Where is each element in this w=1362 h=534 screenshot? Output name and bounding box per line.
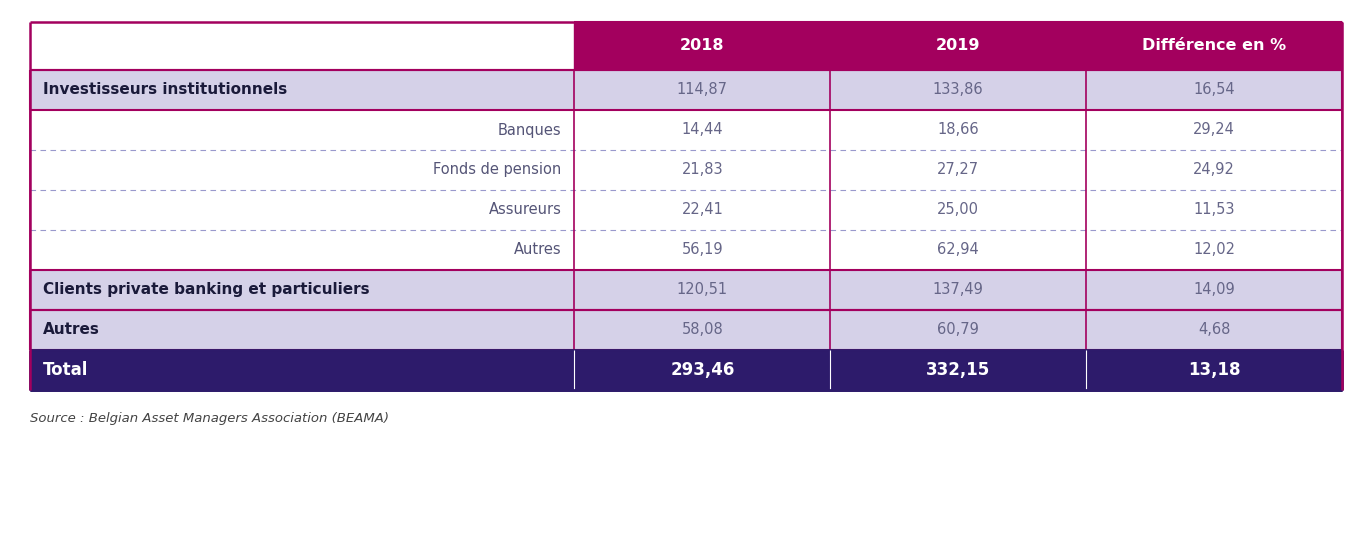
Text: 21,83: 21,83 — [681, 162, 723, 177]
Bar — [831, 22, 1086, 70]
Text: 137,49: 137,49 — [933, 282, 983, 297]
Text: 18,66: 18,66 — [937, 122, 979, 137]
Bar — [575, 22, 831, 70]
Text: 25,00: 25,00 — [937, 202, 979, 217]
Text: 60,79: 60,79 — [937, 323, 979, 337]
Text: 2018: 2018 — [680, 38, 725, 53]
Text: 2019: 2019 — [936, 38, 981, 53]
Text: 62,94: 62,94 — [937, 242, 979, 257]
Text: Investisseurs institutionnels: Investisseurs institutionnels — [44, 82, 287, 98]
Text: 120,51: 120,51 — [677, 282, 727, 297]
Text: Autres: Autres — [44, 323, 99, 337]
Text: 16,54: 16,54 — [1193, 82, 1235, 98]
Text: 293,46: 293,46 — [670, 361, 734, 379]
Text: 12,02: 12,02 — [1193, 242, 1235, 257]
Text: Clients private banking et particuliers: Clients private banking et particuliers — [44, 282, 369, 297]
Text: Source : Belgian Asset Managers Association (BEAMA): Source : Belgian Asset Managers Associat… — [30, 412, 390, 425]
Bar — [30, 310, 1342, 350]
Bar — [30, 22, 575, 70]
Bar — [30, 190, 1342, 230]
Bar — [30, 110, 1342, 150]
Text: 29,24: 29,24 — [1193, 122, 1235, 137]
Text: 56,19: 56,19 — [681, 242, 723, 257]
Text: Banques: Banques — [498, 122, 561, 137]
Text: 11,53: 11,53 — [1193, 202, 1235, 217]
Text: Fonds de pension: Fonds de pension — [433, 162, 561, 177]
Text: 22,41: 22,41 — [681, 202, 723, 217]
Text: 58,08: 58,08 — [681, 323, 723, 337]
Bar — [30, 230, 1342, 270]
Text: 332,15: 332,15 — [926, 361, 990, 379]
Text: 24,92: 24,92 — [1193, 162, 1235, 177]
Bar — [30, 350, 1342, 390]
Bar — [30, 70, 1342, 110]
Bar — [1086, 22, 1342, 70]
Text: Différence en %: Différence en % — [1141, 38, 1286, 53]
Bar — [30, 150, 1342, 190]
Text: Autres: Autres — [513, 242, 561, 257]
Text: 14,09: 14,09 — [1193, 282, 1235, 297]
Text: 114,87: 114,87 — [677, 82, 727, 98]
Bar — [30, 270, 1342, 310]
Text: 14,44: 14,44 — [681, 122, 723, 137]
Text: 4,68: 4,68 — [1199, 323, 1230, 337]
Text: 133,86: 133,86 — [933, 82, 983, 98]
Text: 13,18: 13,18 — [1188, 361, 1241, 379]
Text: 27,27: 27,27 — [937, 162, 979, 177]
Text: Assureurs: Assureurs — [489, 202, 561, 217]
Text: Total: Total — [44, 361, 89, 379]
